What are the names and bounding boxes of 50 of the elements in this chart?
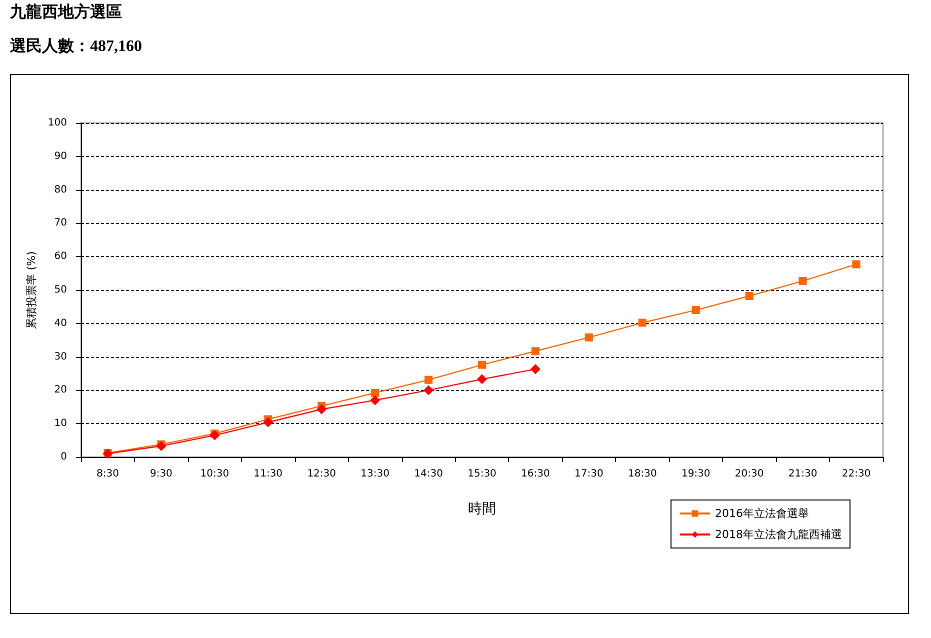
- point: [424, 385, 434, 396]
- point: [210, 430, 220, 440]
- point: [371, 388, 380, 397]
- y-axis-title: 累積投票率 (%): [25, 251, 38, 329]
- x-tick-label: 17:30: [574, 468, 604, 480]
- point: [638, 318, 646, 327]
- y-tick-label: 80: [54, 184, 67, 196]
- x-axis-title: 時間: [468, 501, 496, 517]
- x-tick-label: 21:30: [788, 468, 818, 480]
- point: [478, 360, 486, 369]
- x-tick-label: 11:30: [254, 468, 283, 480]
- y-tick-label: 0: [60, 452, 67, 462]
- x-tick-label: 10:30: [200, 468, 230, 480]
- y-tick-label: 90: [54, 150, 67, 162]
- y-tick-label: 50: [54, 284, 67, 296]
- x-tick-label: 9:30: [150, 468, 172, 480]
- chart-subtitle: 選民人數：487,160: [10, 36, 142, 57]
- x-tick-label: 14:30: [414, 468, 443, 480]
- y-tick-label: 10: [54, 418, 67, 430]
- y-tick-label: 30: [54, 351, 67, 362]
- point: [531, 347, 540, 356]
- point: [798, 276, 807, 285]
- point: [584, 333, 593, 342]
- legend-label: 2016年立法會選舉: [715, 507, 810, 520]
- point: [263, 417, 274, 428]
- point: [477, 374, 487, 384]
- x-tick-label: 12:30: [307, 468, 336, 480]
- point: [156, 440, 166, 451]
- x-tick-label: 13:30: [360, 468, 390, 480]
- y-tick-label: 100: [48, 118, 67, 128]
- x-tick-label: 15:30: [468, 468, 496, 480]
- x-tick-label: 19:30: [681, 468, 710, 480]
- chart-title: 九龍西地方選區: [10, 2, 122, 23]
- y-tick-label: 20: [54, 384, 67, 396]
- y-tick-label: 40: [54, 318, 67, 329]
- point: [370, 395, 380, 406]
- x-tick-label: 16:30: [521, 468, 550, 480]
- x-tick-label: 8:30: [96, 468, 119, 480]
- x-tick-label: 18:30: [628, 468, 657, 480]
- point: [316, 404, 327, 414]
- legend-label: 2018年立法會九龍西補選: [715, 528, 842, 541]
- point: [745, 292, 754, 300]
- point: [424, 376, 433, 384]
- y-tick-label: 60: [54, 251, 67, 262]
- point: [530, 364, 540, 374]
- x-tick-label: 22:30: [842, 468, 871, 480]
- point: [692, 306, 700, 314]
- point: [852, 260, 860, 268]
- x-tick-label: 20:30: [734, 468, 764, 480]
- y-tick-label: 70: [54, 218, 67, 229]
